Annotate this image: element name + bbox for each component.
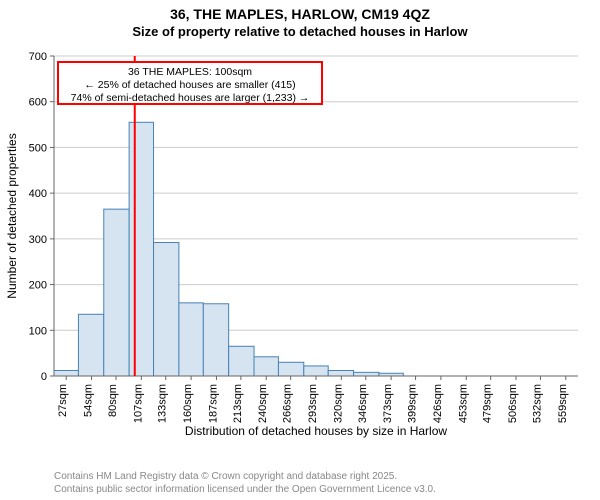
footer-line-1: Contains HM Land Registry data © Crown c…: [54, 471, 436, 484]
chart-titles: 36, THE MAPLES, HARLOW, CM19 4QZ Size of…: [0, 6, 600, 39]
annotation-line: 74% of semi-detached houses are larger (…: [71, 92, 310, 104]
y-axis-title: Number of detached properties: [5, 133, 19, 298]
histogram-chart: 0 100 200 300 400 500 600 700 27sqm 54sqm 80sqm 107…: [0, 46, 600, 456]
histogram-bar: [54, 371, 78, 376]
x-tick-label: 187sqm: [207, 384, 219, 423]
histogram-bar: [78, 314, 103, 376]
histogram-bar: [354, 372, 379, 376]
x-tick-label: 399sqm: [407, 384, 419, 423]
y-tick-label: 100: [29, 325, 47, 337]
x-axis-title: Distribution of detached houses by size …: [185, 424, 447, 438]
x-tick-label: 293sqm: [307, 384, 319, 423]
y-tick-label: 300: [29, 234, 47, 246]
y-tick-label: 400: [29, 188, 47, 200]
x-tick-label: 240sqm: [257, 384, 269, 423]
x-tick-label: 453sqm: [457, 384, 469, 423]
x-tick-label: 373sqm: [382, 384, 394, 423]
y-tick-label: 200: [29, 280, 47, 292]
x-tick-label: 27sqm: [57, 384, 69, 417]
x-tick-label: 426sqm: [432, 384, 444, 423]
y-tick-label: 600: [29, 97, 47, 109]
title-sub: Size of property relative to detached ho…: [0, 24, 600, 39]
footer-line-2: Contains public sector information licen…: [54, 484, 436, 497]
x-tick-label: 320sqm: [332, 384, 344, 423]
x-tick-label: 266sqm: [282, 384, 294, 423]
x-tick-label: 213sqm: [232, 384, 244, 423]
y-tick-label: 700: [29, 51, 47, 63]
x-tick-label: 80sqm: [107, 384, 119, 417]
y-tick-label: 0: [41, 371, 47, 383]
annotation-line: 36 THE MAPLES: 100sqm: [128, 66, 252, 78]
histogram-bar: [278, 362, 303, 376]
title-main: 36, THE MAPLES, HARLOW, CM19 4QZ: [0, 6, 600, 22]
histogram-bar: [104, 209, 129, 376]
histogram-bar: [154, 243, 179, 376]
annotation-line: ← 25% of detached houses are smaller (41…: [84, 79, 295, 91]
histogram-bar: [328, 371, 353, 376]
x-tick-label: 346sqm: [357, 384, 369, 423]
histogram-bar: [229, 346, 254, 376]
x-tick-label: 506sqm: [507, 384, 519, 423]
x-tick-label: 532sqm: [531, 384, 543, 423]
x-tick-label: 133sqm: [157, 384, 169, 423]
histogram-bar: [304, 366, 328, 376]
histogram-bar: [203, 304, 228, 376]
x-tick-label: 54sqm: [83, 384, 95, 417]
x-tick-label: 479sqm: [482, 384, 494, 423]
x-tick-label: 559sqm: [557, 384, 569, 423]
histogram-bar: [254, 357, 278, 376]
x-tick-label: 160sqm: [182, 384, 194, 423]
histogram-bar: [129, 122, 153, 376]
x-tick-label: 107sqm: [132, 384, 144, 423]
footer-attribution: Contains HM Land Registry data © Crown c…: [54, 471, 436, 496]
y-tick-label: 500: [29, 142, 47, 154]
histogram-bar: [179, 303, 203, 376]
chart-container: 0 100 200 300 400 500 600 700 27sqm 54sqm 80sqm 107…: [0, 46, 600, 456]
